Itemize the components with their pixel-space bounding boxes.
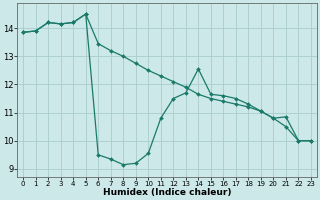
X-axis label: Humidex (Indice chaleur): Humidex (Indice chaleur): [103, 188, 231, 197]
